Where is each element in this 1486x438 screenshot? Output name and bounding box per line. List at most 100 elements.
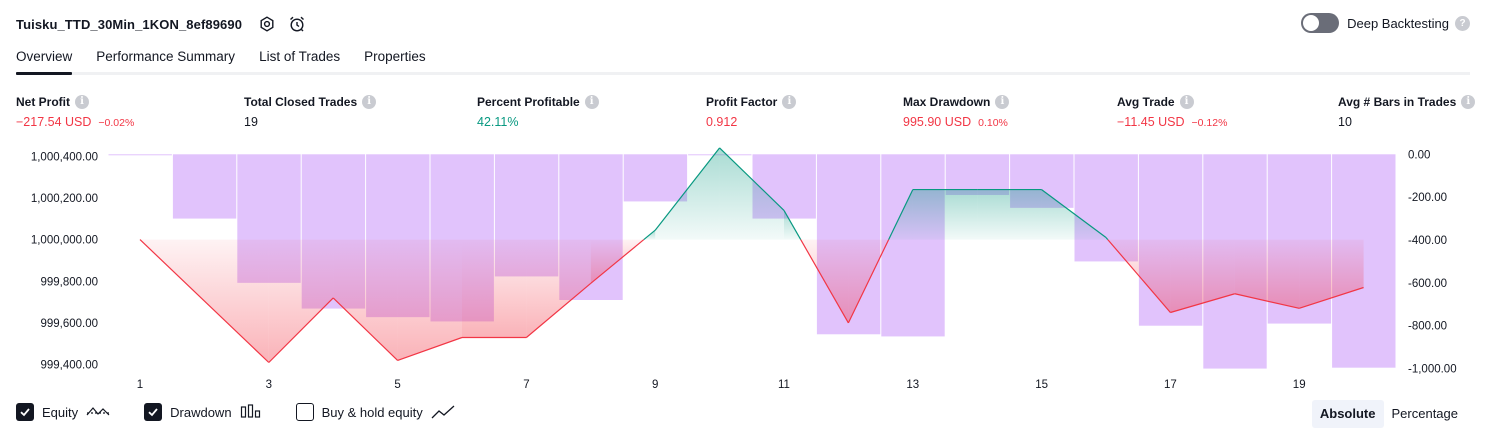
deep-backtesting: Deep Backtesting ? (1301, 13, 1470, 33)
legend-drawdown[interactable]: Drawdown (144, 403, 261, 421)
legend-buy-hold[interactable]: Buy & hold equity (295, 403, 455, 421)
tab-list-of-trades[interactable]: List of Trades (259, 49, 341, 64)
legend-label: Equity (42, 404, 79, 420)
left-axis-tick-label: 999,800.00 (40, 276, 98, 288)
checkbox-equity[interactable] (16, 403, 34, 421)
metric-percent: −0.02% (98, 117, 135, 129)
info-icon[interactable]: i (1461, 94, 1476, 109)
drawdown-bar (881, 154, 945, 337)
metric-value: 42.11% (477, 115, 519, 129)
metric-total-closed-trades: Total Closed Trades i 19 (244, 94, 377, 129)
tab-properties[interactable]: Properties (364, 49, 426, 64)
metric-profit-factor: Profit Factor i 0.912 (706, 94, 797, 129)
metric-label: Avg # Bars in Trades (1338, 94, 1457, 109)
metric-net-profit: Net Profit i −217.54 USD −0.02% (16, 94, 134, 129)
equity-line-segment (654, 147, 721, 231)
tab-bar: Overview Performance Summary List of Tra… (16, 44, 1470, 75)
metric-label: Net Profit (16, 94, 70, 109)
equity-loss-area (1299, 239, 1364, 309)
equity-loss-area (848, 239, 889, 323)
equity-loss-area (397, 239, 462, 361)
metric-label: Max Drawdown (903, 94, 991, 109)
left-axis-tick-label: 999,400.00 (40, 360, 98, 372)
equity-line-segment (1234, 293, 1300, 309)
equity-line-icon (86, 404, 110, 420)
checkbox-drawdown[interactable] (144, 403, 163, 421)
tab-performance-summary[interactable]: Performance Summary (96, 49, 236, 64)
alarm-clock-icon[interactable] (286, 13, 308, 35)
absolute-button[interactable]: Absolute (1311, 400, 1384, 428)
equity-loss-area (268, 239, 334, 363)
legend-label: Drawdown (170, 404, 232, 420)
x-axis-tick-label: 9 (652, 379, 658, 391)
equity-profit-area (655, 147, 720, 240)
equity-line-segment (268, 297, 334, 363)
equity-loss-area (526, 239, 591, 338)
legend-label: Buy & hold equity (321, 404, 423, 420)
info-icon[interactable]: i (782, 94, 797, 109)
strategy-name: Tuisku_TTD_30Min_1KON_8ef89690 (16, 16, 243, 32)
x-axis-tick-label: 3 (266, 379, 272, 391)
equity-line-segment (719, 147, 785, 211)
equity-line-segment (526, 282, 592, 338)
metric-value: −217.54 USD (16, 115, 92, 129)
metric-label: Profit Factor (706, 94, 778, 109)
equity-line-segment (139, 239, 270, 363)
info-icon[interactable]: i (75, 94, 89, 109)
metric-value: 0.912 (706, 115, 738, 129)
legend-equity[interactable]: Equity (16, 403, 110, 421)
right-axis-tick-label: 0.00 (1408, 149, 1430, 161)
gear-icon[interactable] (256, 13, 278, 35)
equity-loss-area (1170, 239, 1235, 313)
equity-loss-area (1234, 239, 1300, 309)
equity-profit-area (912, 189, 978, 240)
metric-value: 19 (244, 115, 258, 129)
right-axis-tick-label: -600.00 (1408, 278, 1447, 290)
equity-line-segment (800, 239, 849, 324)
equity-profit-area (977, 189, 1042, 240)
right-axis-tick-label: -200.00 (1408, 192, 1447, 204)
equity-line-segment (397, 336, 463, 361)
drawdown-bar (108, 154, 172, 156)
x-axis-tick-label: 15 (1035, 379, 1048, 391)
equity-line-segment (1105, 237, 1109, 240)
checkbox-buy-hold[interactable] (295, 403, 314, 421)
info-icon[interactable]: i (995, 94, 1010, 109)
right-axis-tick-label: -1,000.00 (1408, 364, 1457, 376)
right-axis-labels: 0.00 -200.00 -400.00 -600.00 -800.00 -1,000.0… (1408, 149, 1457, 375)
deep-backtesting-toggle[interactable] (1301, 13, 1340, 33)
equity-line-segment (1170, 293, 1235, 314)
metric-percent: −0.12% (1191, 117, 1228, 129)
deep-backtesting-label: Deep Backtesting (1347, 15, 1449, 31)
buy-hold-line-icon (431, 404, 455, 420)
drawdown-bar (172, 154, 237, 219)
chart-legend: Equity Drawdown Buy & hold equity (16, 403, 489, 421)
equity-profit-area (719, 147, 784, 240)
info-icon[interactable]: i (362, 94, 377, 109)
x-axis-tick-label: 19 (1293, 379, 1306, 391)
metric-avg-trade: Avg Trade i −11.45 USD −0.12% (1117, 94, 1227, 129)
drawdown-bar (945, 154, 1010, 195)
metric-label: Total Closed Trades (244, 94, 358, 109)
left-axis-tick-label: 999,600.00 (40, 318, 98, 330)
x-axis-tick-label: 17 (1164, 379, 1177, 391)
equity-line-segment (1041, 189, 1107, 238)
x-axis-tick-label: 1 (137, 379, 143, 391)
equity-line-segment (847, 239, 890, 324)
drawdown-bars-icon (240, 404, 262, 420)
metric-avg-bars: Avg # Bars in Trades i 10 (1338, 94, 1476, 129)
metric-percent-profitable: Percent Profitable i 42.11% (477, 94, 599, 129)
equity-loss-area (462, 239, 527, 338)
tab-overview[interactable]: Overview (16, 44, 73, 75)
left-axis-tick-label: 1,000,400.00 (31, 151, 98, 163)
equity-drawdown-chart[interactable]: 1,000,400.00 1,000,200.00 1,000,000.00 999,… (0, 140, 1486, 398)
equity-line-segment (590, 239, 645, 284)
help-icon[interactable]: ? (1455, 15, 1470, 31)
equity-line-segment (1299, 286, 1364, 309)
percentage-button[interactable]: Percentage (1391, 406, 1459, 421)
right-axis-tick-label: -400.00 (1408, 235, 1447, 247)
info-icon[interactable]: i (584, 94, 599, 109)
x-axis-tick-label: 11 (778, 379, 790, 391)
equity-line-segment (783, 210, 802, 240)
info-icon[interactable]: i (1179, 94, 1194, 109)
